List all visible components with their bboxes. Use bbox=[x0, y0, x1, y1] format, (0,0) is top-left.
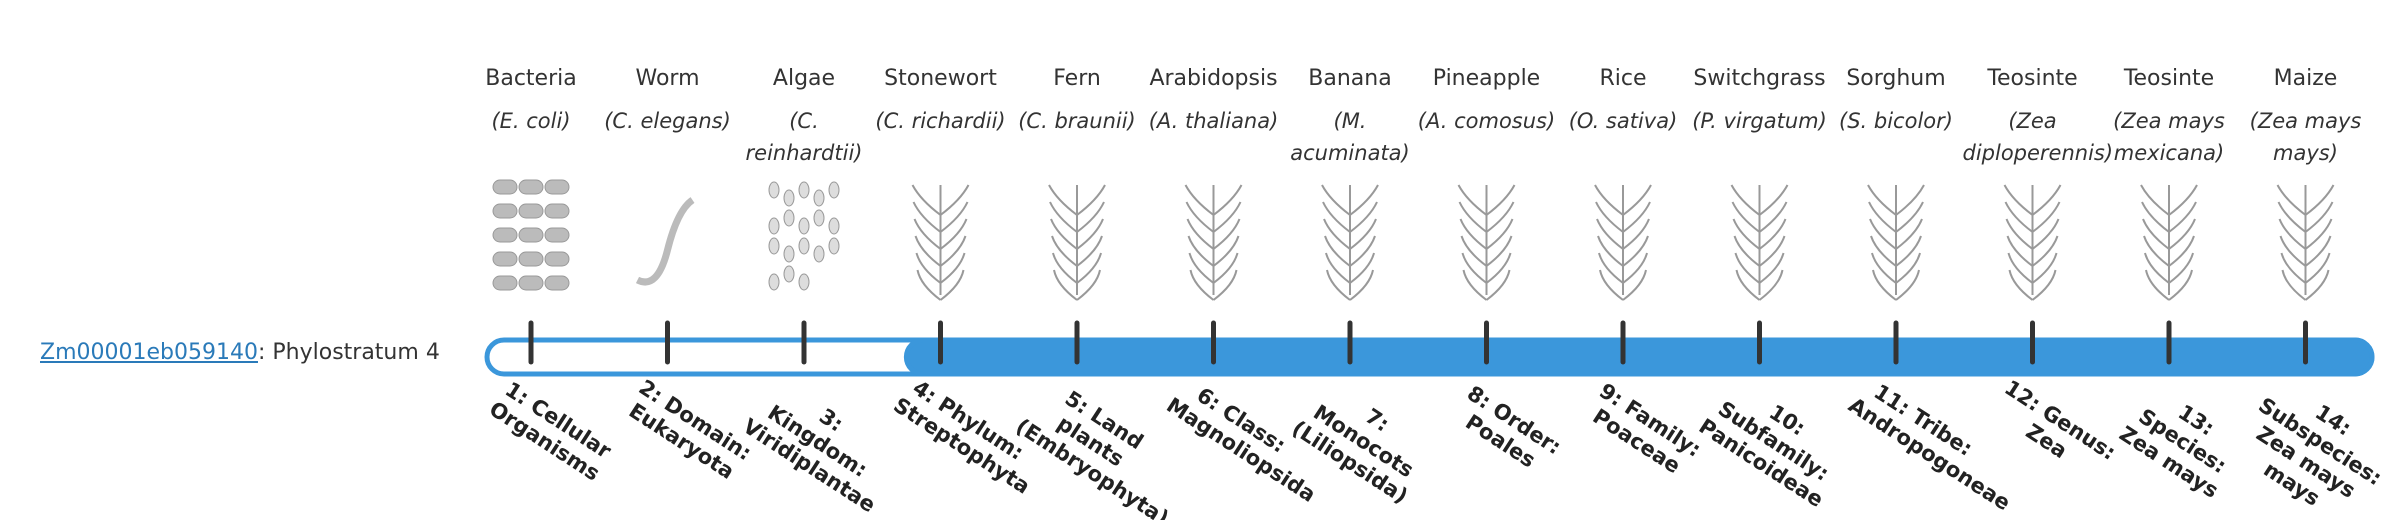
organism-species: (O. sativa) bbox=[1568, 109, 1678, 133]
organism-image bbox=[2140, 184, 2198, 301]
organism-image bbox=[1730, 184, 1789, 301]
organism-species: (S. bicolor) bbox=[1839, 109, 1953, 133]
gene-label: Zm00001eb059140: Phylostratum 4 bbox=[40, 340, 440, 365]
organism-species: (C. richardii) bbox=[875, 109, 1006, 133]
organism-image bbox=[492, 179, 570, 291]
organism-species: (E. coli) bbox=[491, 109, 571, 133]
organism-image bbox=[1184, 184, 1243, 301]
organism-name: Bacteria bbox=[485, 66, 577, 91]
organism-name: Teosinte bbox=[1987, 66, 2078, 91]
organism-name: Algae bbox=[772, 66, 836, 91]
organism-image bbox=[1048, 184, 1106, 301]
organism-image bbox=[1594, 184, 1652, 301]
organism-image bbox=[2003, 184, 2062, 301]
organism-name: Maize bbox=[2273, 66, 2338, 91]
organism-name: Arabidopsis bbox=[1149, 66, 1278, 91]
gene-link[interactable]: Zm00001eb059140 bbox=[40, 340, 258, 365]
organism-image bbox=[1457, 184, 1516, 301]
organism-species: (Zea mays mays) bbox=[2249, 109, 2362, 165]
organism-species: (C. reinhardtii) bbox=[745, 109, 863, 165]
organism-name: Sorghum bbox=[1846, 66, 1946, 91]
phylostratum-label: Phylostratum bbox=[272, 340, 419, 365]
organism-name: Stonewort bbox=[884, 66, 997, 91]
organism-name: Pineapple bbox=[1432, 66, 1541, 91]
organism-image bbox=[1867, 184, 1925, 301]
organism-species: (Zea mays mexicana) bbox=[2113, 109, 2225, 165]
organism-species: (C. elegans) bbox=[604, 109, 731, 133]
organism-name: Fern bbox=[1053, 66, 1101, 91]
organism-image bbox=[2276, 184, 2335, 301]
organism-species: (C. braunii) bbox=[1018, 109, 1136, 133]
organism-image bbox=[768, 181, 840, 291]
organism-name: Switchgrass bbox=[1693, 66, 1826, 91]
phylostratum-value: 4 bbox=[425, 340, 440, 365]
organism-species: (M. acuminata) bbox=[1290, 109, 1410, 165]
organism-name: Banana bbox=[1308, 66, 1392, 91]
organism-species: (Zea diploperennis) bbox=[1962, 109, 2114, 165]
organism-image bbox=[911, 184, 970, 301]
organism-species: (P. virgatum) bbox=[1692, 109, 1827, 133]
organism-image bbox=[1321, 184, 1379, 301]
organism-image bbox=[635, 197, 695, 286]
organism-species: (A. comosus) bbox=[1417, 109, 1556, 133]
organism-name: Teosinte bbox=[2123, 66, 2215, 91]
organism-name: Worm bbox=[635, 66, 700, 91]
timeline-fill bbox=[903, 337, 2375, 377]
organism-name: Rice bbox=[1599, 66, 1647, 91]
organism-species: (A. thaliana) bbox=[1148, 109, 1279, 133]
